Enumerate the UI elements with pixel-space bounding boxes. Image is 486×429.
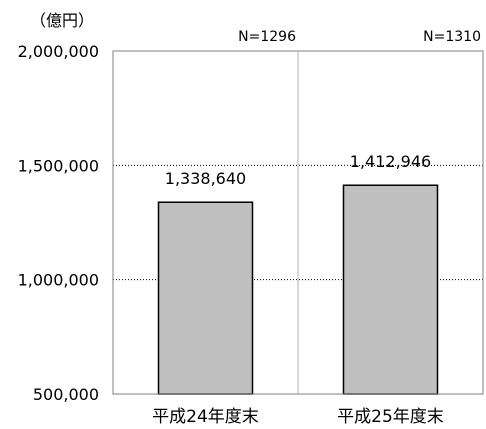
bar xyxy=(342,184,439,395)
sample-size-labels: N=1296 N=1310 xyxy=(238,29,481,45)
category-label: 平成24年度末 xyxy=(152,407,259,427)
category-label: 平成25年度末 xyxy=(337,407,444,427)
bar xyxy=(157,201,254,395)
y-axis-ticks: 500,000 1,000,000 1,500,000 2,000,000 xyxy=(18,42,99,404)
sample-size-label: N=1296 xyxy=(238,29,296,45)
y-tick-label: 2,000,000 xyxy=(18,42,99,61)
y-tick-label: 1,500,000 xyxy=(18,156,99,175)
plot-frame xyxy=(112,50,484,395)
x-axis-labels: 平成24年度末 平成25年度末 xyxy=(152,407,444,427)
y-axis-unit-label: （億円） xyxy=(30,11,94,30)
y-tick-label: 500,000 xyxy=(33,385,99,404)
data-label: 1,412,946 xyxy=(350,152,431,171)
data-label: 1,338,640 xyxy=(165,169,246,188)
y-tick-label: 1,000,000 xyxy=(18,271,99,290)
sample-size-label: N=1310 xyxy=(423,29,481,45)
bars xyxy=(157,184,439,395)
data-labels: 1,338,640 1,412,946 xyxy=(165,152,431,188)
